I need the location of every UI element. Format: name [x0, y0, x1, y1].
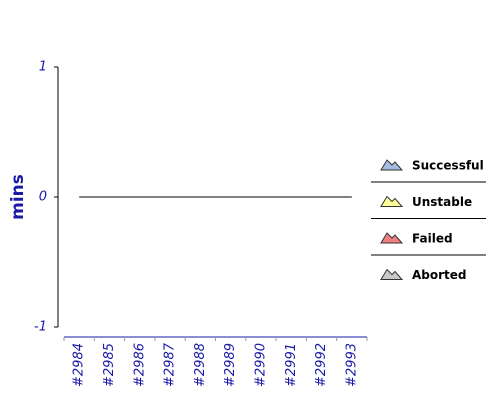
x-tick-label: #2992: [314, 343, 329, 387]
x-tick-label: #2990: [253, 343, 268, 387]
x-tick-label: #2985: [102, 343, 117, 387]
legend-label: Successful: [412, 159, 484, 173]
x-tick-label: #2986: [132, 343, 147, 387]
x-tick-label: #2987: [163, 342, 178, 387]
legend-icon: [380, 232, 404, 244]
x-tick-label: #2984: [72, 343, 87, 387]
legend-icon: [380, 268, 404, 280]
x-tick-label: #2991: [284, 343, 299, 387]
y-tick-label: 1: [39, 60, 47, 75]
legend-icon: [380, 159, 404, 171]
x-tick-label: #2993: [344, 343, 359, 387]
y-tick-label: -1: [34, 320, 47, 335]
legend-label: Failed: [412, 232, 453, 246]
y-tick-label: 0: [39, 190, 47, 205]
legend-icon: [380, 195, 404, 207]
legend-label: Unstable: [412, 195, 472, 209]
x-tick-label: #2989: [223, 343, 238, 387]
y-axis-label: mins: [8, 174, 28, 220]
x-tick-label: #2988: [193, 343, 208, 387]
legend-label: Aborted: [412, 268, 467, 282]
